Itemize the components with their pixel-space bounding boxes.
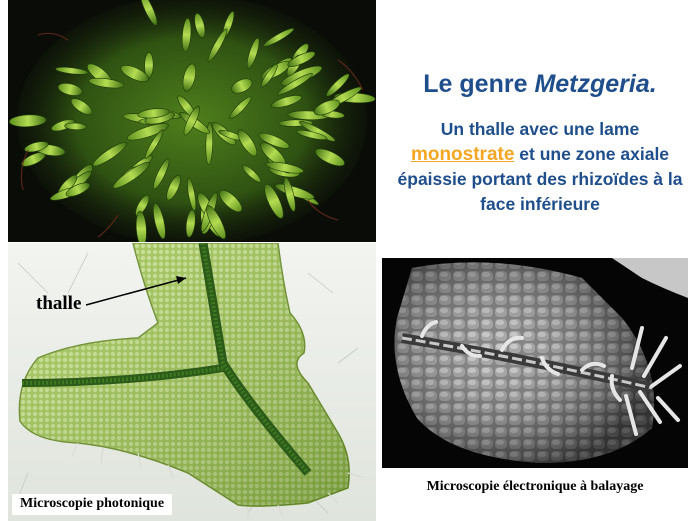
- title-genus: Metzgeria.: [534, 70, 657, 98]
- light-micrograph: [8, 243, 376, 521]
- desc-highlight: monostrate: [410, 144, 515, 165]
- caption-balayage: Microscopie électronique à balayage: [426, 479, 644, 494]
- thalle-label: thalle: [36, 293, 82, 314]
- caption-photonique: Microscopie photonique: [12, 494, 173, 515]
- title-prefix: Le genre: [423, 70, 535, 98]
- desc-part1: Un thalle avec une lame: [440, 119, 640, 139]
- desc-part2: et une zone axiale épaissie portant des …: [397, 144, 683, 214]
- slide-title: Le genre Metzgeria.: [392, 70, 688, 99]
- moss-colony-photo: [8, 0, 376, 242]
- slide-description: Un thalle avec une lame monostrate et un…: [392, 117, 688, 217]
- sem-micrograph: [382, 258, 688, 468]
